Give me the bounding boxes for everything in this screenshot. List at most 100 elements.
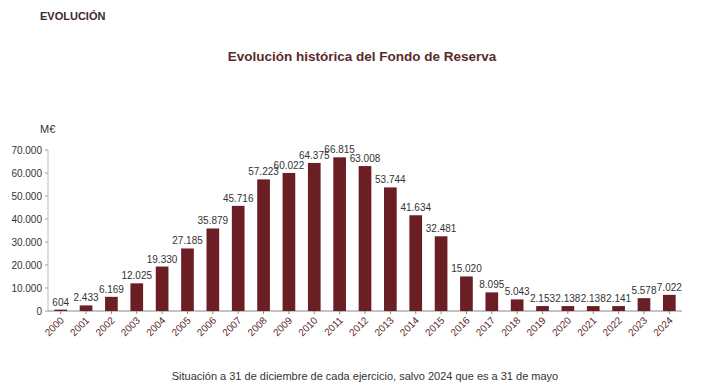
y-axis-label: M€ — [40, 123, 55, 135]
x-tick — [288, 311, 289, 314]
data-label: 604 — [52, 297, 69, 308]
y-tick-label: 20.000 — [11, 260, 42, 271]
x-tick-label: 2003 — [119, 314, 143, 338]
x-tick-label: 2013 — [372, 314, 396, 338]
x-tick — [212, 311, 213, 314]
x-tick-label: 2000 — [43, 314, 67, 338]
data-label: 5.043 — [505, 286, 530, 297]
bar — [663, 295, 676, 311]
data-label: 2.138 — [555, 293, 580, 304]
bar — [80, 305, 93, 311]
x-tick-label: 2012 — [347, 314, 371, 338]
x-tick — [567, 311, 568, 314]
data-label: 63.008 — [350, 153, 381, 164]
data-label: 2.138 — [581, 293, 606, 304]
x-tick — [136, 311, 137, 314]
y-tick-label: 10.000 — [11, 283, 42, 294]
x-tick-label: 2009 — [271, 314, 295, 338]
bar — [384, 187, 397, 311]
x-tick-label: 2018 — [499, 314, 523, 338]
bar — [562, 306, 575, 311]
bar — [181, 248, 194, 311]
x-tick — [339, 311, 340, 314]
x-tick-label: 2002 — [93, 314, 117, 338]
x-tick — [542, 311, 543, 314]
y-tick-label: 50.000 — [11, 191, 42, 202]
data-label: 2.153 — [530, 293, 555, 304]
x-tick — [415, 311, 416, 314]
x-tick — [86, 311, 87, 314]
data-label: 12.025 — [121, 270, 152, 281]
data-label: 7.022 — [657, 282, 682, 293]
x-tick — [593, 311, 594, 314]
y-tick-label: 0 — [36, 306, 42, 317]
x-tick-label: 2022 — [601, 314, 625, 338]
data-label: 2.433 — [74, 292, 99, 303]
x-tick-label: 2007 — [220, 314, 244, 338]
footnote: Situación a 31 de diciembre de cada ejer… — [172, 370, 558, 382]
data-label: 53.744 — [375, 174, 406, 185]
data-label: 41.634 — [400, 202, 431, 213]
bars — [54, 157, 675, 311]
x-tick-label: 2004 — [144, 314, 168, 338]
x-tick — [60, 311, 61, 314]
x-tick-label: 2020 — [550, 314, 574, 338]
x-tick-label: 2017 — [474, 314, 498, 338]
data-label: 60.022 — [274, 160, 305, 171]
x-tick — [162, 311, 163, 314]
data-label: 2.141 — [606, 293, 631, 304]
bar — [54, 310, 67, 311]
bar — [130, 283, 143, 311]
bar — [460, 276, 473, 311]
bar — [485, 292, 498, 311]
x-tick — [238, 311, 239, 314]
x-tick — [491, 311, 492, 314]
x-tick — [187, 311, 188, 314]
x-tick — [111, 311, 112, 314]
data-label: 5.578 — [631, 285, 656, 296]
x-tick-label: 2011 — [322, 314, 345, 337]
bar — [587, 306, 600, 311]
y-tick-label: 60.000 — [11, 168, 42, 179]
bar — [105, 297, 118, 311]
data-label: 45.716 — [223, 193, 254, 204]
y-tick-label: 70.000 — [11, 145, 42, 156]
x-tick — [263, 311, 264, 314]
data-label: 15.020 — [451, 263, 482, 274]
x-tick — [365, 311, 366, 314]
data-label: 8.095 — [479, 279, 504, 290]
x-tick — [669, 311, 670, 314]
x-tick-label: 2008 — [245, 314, 269, 338]
x-tick-label: 2024 — [651, 314, 675, 338]
bar — [435, 236, 448, 311]
chart-container: EVOLUCIÓN Evolución histórica del Fondo d… — [0, 0, 723, 388]
x-tick — [517, 311, 518, 314]
x-tick-label: 2015 — [423, 314, 447, 338]
bar — [359, 166, 372, 311]
bar — [638, 298, 651, 311]
title: Evolución histórica del Fondo de Reserva — [228, 49, 497, 64]
y-axis — [48, 150, 49, 311]
x-tick — [643, 311, 644, 314]
header: EVOLUCIÓN — [40, 10, 105, 22]
x-tick-label: 2001 — [68, 314, 92, 338]
x-tick-label: 2016 — [448, 314, 472, 338]
x-tick-label: 2023 — [626, 314, 650, 338]
x-tick — [390, 311, 391, 314]
x-tick-label: 2019 — [524, 314, 548, 338]
bar — [257, 179, 270, 311]
data-label: 27.185 — [172, 235, 203, 246]
x-tick-label: 2021 — [575, 314, 599, 338]
x-tick — [314, 311, 315, 314]
chart-svg: EVOLUCIÓN Evolución histórica del Fondo d… — [0, 0, 723, 388]
data-label: 6.169 — [99, 284, 124, 295]
bar — [612, 306, 625, 311]
bar — [409, 215, 422, 311]
bar — [511, 299, 524, 311]
y-tick-label: 30.000 — [11, 237, 42, 248]
x-tick — [618, 311, 619, 314]
bar — [156, 267, 169, 311]
data-label: 19.330 — [147, 254, 178, 265]
bar — [536, 306, 549, 311]
data-label: 32.481 — [426, 223, 457, 234]
